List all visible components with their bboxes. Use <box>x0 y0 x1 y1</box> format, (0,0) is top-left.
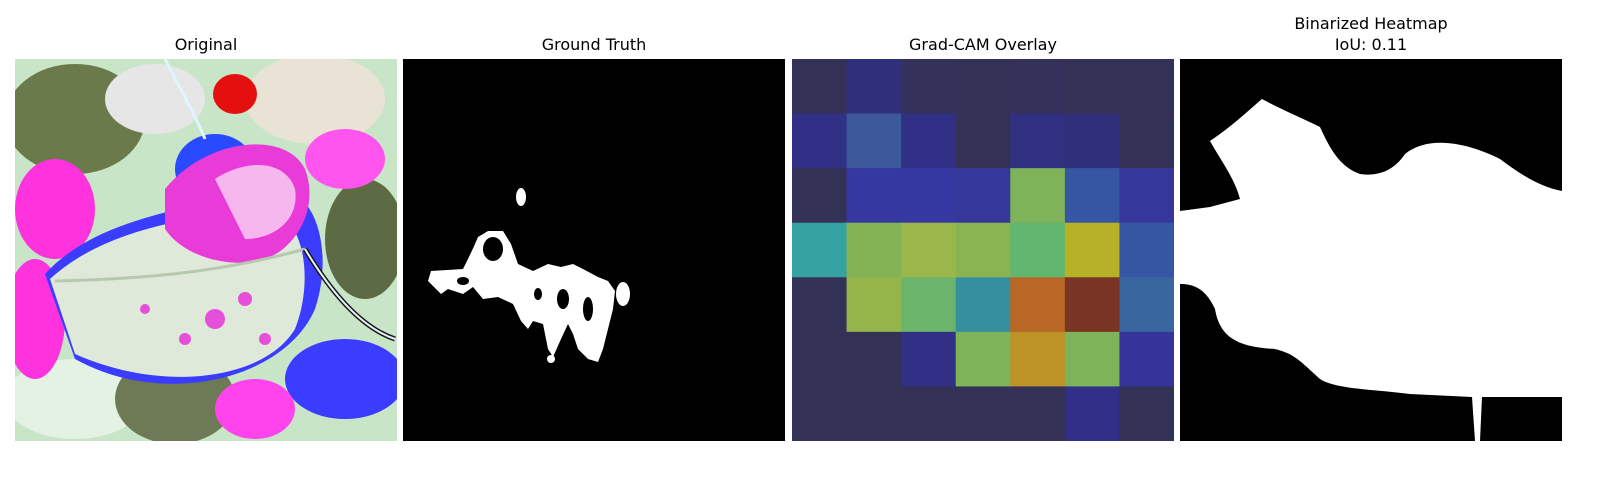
ground-truth-mask-svg <box>403 59 785 441</box>
gradcam-cell <box>792 59 848 115</box>
gradcam-cell <box>955 386 1011 441</box>
panel-gradcam-overlay: Grad-CAM Overlay <box>792 0 1174 442</box>
gradcam-cell <box>955 222 1011 278</box>
ground-truth-mask <box>403 59 785 441</box>
panel-title-original: Original <box>174 35 238 54</box>
gradcam-cell <box>1064 331 1120 387</box>
gradcam-cell <box>1064 59 1120 115</box>
gradcam-cell <box>901 331 957 387</box>
gradcam-cell <box>792 168 848 224</box>
gradcam-cell <box>1010 222 1066 278</box>
gradcam-cell <box>1010 386 1066 441</box>
gradcam-cell <box>1119 113 1174 169</box>
gradcam-cell <box>1010 113 1066 169</box>
gradcam-cell <box>1119 222 1174 278</box>
gradcam-cell <box>901 386 957 441</box>
gradcam-cell <box>846 168 902 224</box>
gradcam-cell <box>792 331 848 387</box>
gradcam-cell <box>1010 168 1066 224</box>
panel-original: Original <box>15 0 397 442</box>
gradcam-cell <box>846 331 902 387</box>
gradcam-cell <box>955 277 1011 333</box>
gradcam-cell <box>1119 59 1174 115</box>
panel-title-gradcam: Grad-CAM Overlay <box>909 35 1057 54</box>
panel-title-binarized: Binarized Heatmap <box>1294 14 1448 33</box>
gradcam-heatmap <box>792 59 1174 441</box>
binarized-mask-svg <box>1180 59 1562 441</box>
original-image <box>15 59 397 441</box>
gradcam-cell <box>846 386 902 441</box>
gradcam-cell <box>1010 59 1066 115</box>
gradcam-cell <box>1064 222 1120 278</box>
gradcam-cell <box>955 59 1011 115</box>
gradcam-cell <box>1119 331 1174 387</box>
gradcam-cell <box>901 59 957 115</box>
gradcam-cell <box>1064 386 1120 441</box>
gradcam-cell <box>955 168 1011 224</box>
gradcam-cell <box>901 168 957 224</box>
gradcam-cell <box>1119 386 1174 441</box>
binarized-mask <box>1180 59 1562 441</box>
gradcam-cell <box>955 331 1011 387</box>
gradcam-cell <box>1119 277 1174 333</box>
gradcam-cell <box>1010 277 1066 333</box>
gradcam-cell <box>846 277 902 333</box>
gradcam-cell <box>901 113 957 169</box>
gradcam-cell <box>792 222 848 278</box>
gradcam-cell <box>1064 113 1120 169</box>
gradcam-cell <box>901 222 957 278</box>
gradcam-cell <box>792 386 848 441</box>
gradcam-cell <box>1064 168 1120 224</box>
original-leaf-picture <box>15 59 397 441</box>
gradcam-cell <box>846 59 902 115</box>
gradcam-cell <box>1064 277 1120 333</box>
gradcam-cell <box>846 113 902 169</box>
gradcam-cell <box>901 277 957 333</box>
gradcam-cell <box>792 277 848 333</box>
gradcam-cell <box>792 113 848 169</box>
gradcam-cell <box>955 113 1011 169</box>
gradcam-cell <box>846 222 902 278</box>
panel-subtitle-iou: IoU: 0.11 <box>1334 35 1408 54</box>
gradcam-cell <box>1119 168 1174 224</box>
gradcam-heatmap-svg <box>792 59 1174 441</box>
panel-ground-truth: Ground Truth <box>403 0 785 442</box>
gradcam-cell <box>1010 331 1066 387</box>
panel-title-ground-truth: Ground Truth <box>541 35 647 54</box>
panel-binarized-heatmap: Binarized Heatmap IoU: 0.11 <box>1180 0 1562 442</box>
